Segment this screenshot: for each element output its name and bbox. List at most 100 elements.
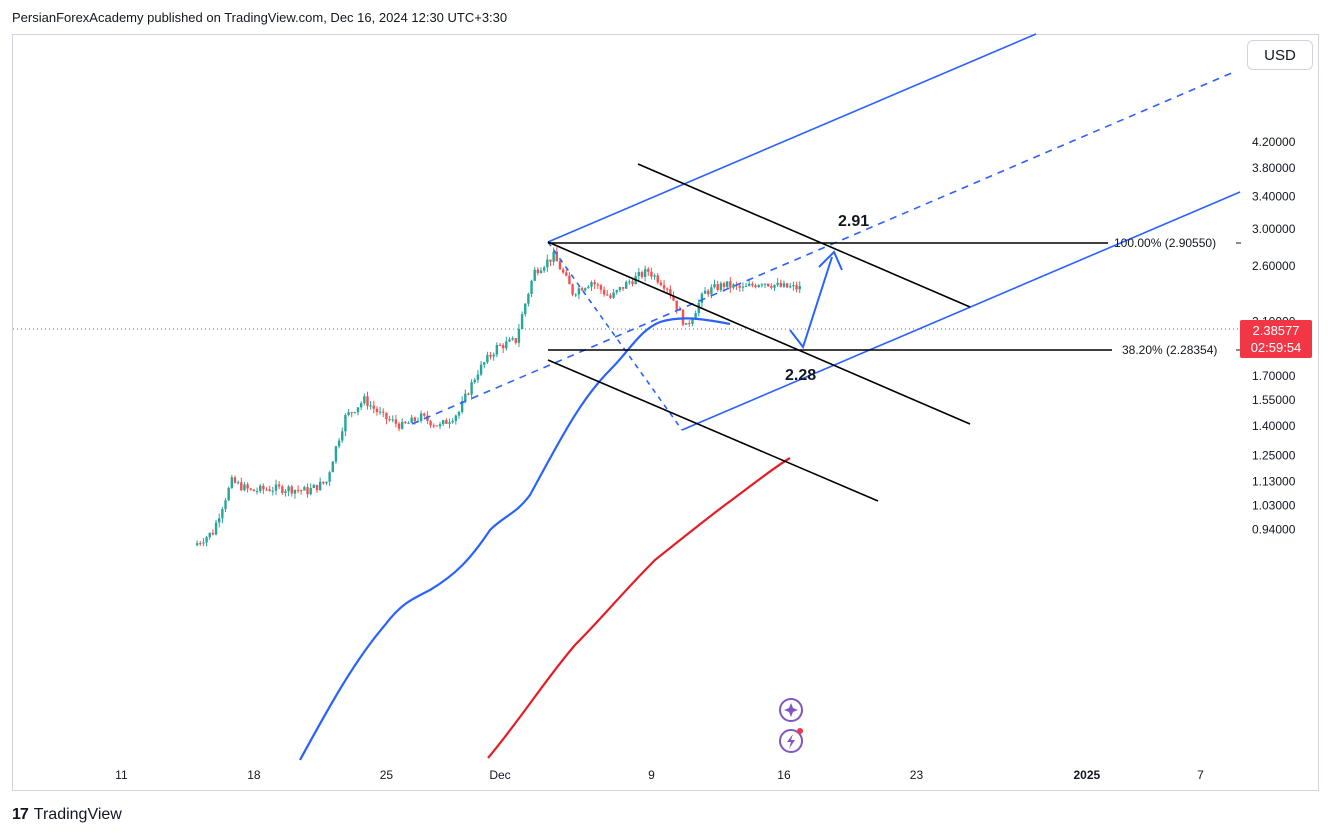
candle-body	[359, 403, 363, 408]
candle-body	[271, 490, 275, 492]
candle-body	[766, 283, 770, 287]
candle-body	[501, 345, 505, 349]
candle-body	[798, 285, 801, 290]
candle-body	[366, 396, 369, 407]
candle-body	[568, 275, 571, 285]
x-axis[interactable]: 11 18 25 Dec 9 16 23 2025 7	[115, 768, 1204, 782]
candle-body	[552, 251, 555, 262]
publish-header: PersianForexAcademy published on Trading…	[12, 10, 508, 25]
x-tick-label: Dec	[489, 768, 510, 782]
candle-body	[221, 509, 224, 519]
trend-channel-lines	[547, 163, 1112, 502]
candle-body	[214, 522, 218, 535]
candle-body	[678, 309, 682, 311]
candle-body	[423, 413, 426, 416]
candle-body	[703, 290, 707, 294]
candle-body	[356, 407, 360, 413]
x-tick-label: 9	[648, 768, 655, 782]
x-tick-label: 2025	[1073, 768, 1100, 782]
candle-body	[344, 415, 347, 432]
candle-body	[684, 323, 688, 325]
y-tick-label: 1.70000	[1252, 369, 1296, 383]
candle-body	[309, 487, 312, 495]
currency-selector-button[interactable]: USD	[1247, 40, 1313, 70]
candle-body	[672, 295, 675, 301]
y-tick-label: 2.60000	[1252, 259, 1296, 273]
candle-body	[546, 259, 549, 268]
candle-body	[565, 272, 568, 276]
candle-body	[230, 477, 234, 488]
y-tick-label: 1.40000	[1252, 419, 1296, 433]
projection-arrow	[789, 250, 843, 350]
candle-body	[760, 284, 764, 286]
candle-body	[460, 401, 464, 412]
candle-body	[350, 412, 353, 414]
candle-body	[514, 338, 517, 343]
candle-body	[596, 284, 600, 286]
candle-body	[337, 440, 341, 447]
candle-body	[262, 485, 265, 490]
candle-body	[650, 271, 653, 277]
candle-body	[716, 284, 719, 291]
candle-body	[208, 532, 211, 538]
candle-body	[334, 446, 338, 462]
candle-body	[457, 411, 461, 416]
candle-body	[315, 484, 319, 491]
candle-body	[713, 284, 716, 288]
candle-body	[486, 354, 489, 363]
candle-body	[382, 411, 385, 413]
candle-body	[353, 412, 357, 414]
candle-body	[577, 288, 581, 295]
sparkle-icon[interactable]	[779, 698, 803, 722]
candle-body	[274, 484, 278, 491]
candle-body	[331, 461, 334, 473]
candle-body	[590, 282, 593, 287]
candle-body	[296, 489, 300, 491]
chart-frame	[12, 34, 1319, 791]
candle-body	[691, 318, 694, 324]
candle-body	[587, 286, 590, 289]
candle-body	[432, 425, 435, 427]
x-tick-label: 25	[380, 768, 394, 782]
candle-body	[700, 293, 704, 303]
moving-average-slow	[487, 457, 791, 759]
candle-body	[464, 393, 467, 402]
y-tick-label: 0.94000	[1252, 522, 1296, 536]
candle-body	[571, 284, 574, 295]
candle-body	[527, 293, 530, 304]
candle-body	[429, 420, 432, 426]
y-tick-label: 3.00000	[1252, 222, 1296, 236]
y-tick-label: 1.13000	[1252, 475, 1296, 489]
candle-body	[385, 412, 388, 420]
candle-body	[211, 532, 215, 535]
candle-body	[369, 405, 372, 407]
candle-body	[647, 269, 650, 272]
candle-body	[363, 396, 366, 404]
candle-body	[688, 323, 691, 325]
candle-body	[776, 282, 779, 285]
candle-body	[583, 288, 587, 291]
candle-body	[259, 485, 262, 492]
candle-body	[643, 269, 647, 277]
candle-body	[744, 285, 748, 287]
candle-body	[252, 489, 256, 492]
x-tick-label: 18	[247, 768, 261, 782]
lightning-alert-icon[interactable]	[779, 728, 803, 753]
candle-body	[476, 374, 480, 380]
candle-body	[606, 294, 609, 296]
candle-body	[741, 286, 745, 288]
candle-body	[483, 362, 486, 365]
candle-body	[246, 484, 249, 489]
fib-382-label: 38.20% (2.28354)	[1122, 343, 1217, 357]
candle-body	[195, 543, 199, 546]
candle-body	[748, 283, 751, 286]
candle-body	[287, 486, 290, 492]
tradingview-logo[interactable]: 17 TradingView	[12, 806, 122, 824]
pitchfork-drawing	[411, 33, 1241, 431]
candle-body	[640, 271, 644, 277]
candle-body	[378, 411, 382, 413]
candle-body	[615, 290, 618, 293]
candle-body	[729, 281, 732, 288]
candle-body	[205, 537, 208, 543]
